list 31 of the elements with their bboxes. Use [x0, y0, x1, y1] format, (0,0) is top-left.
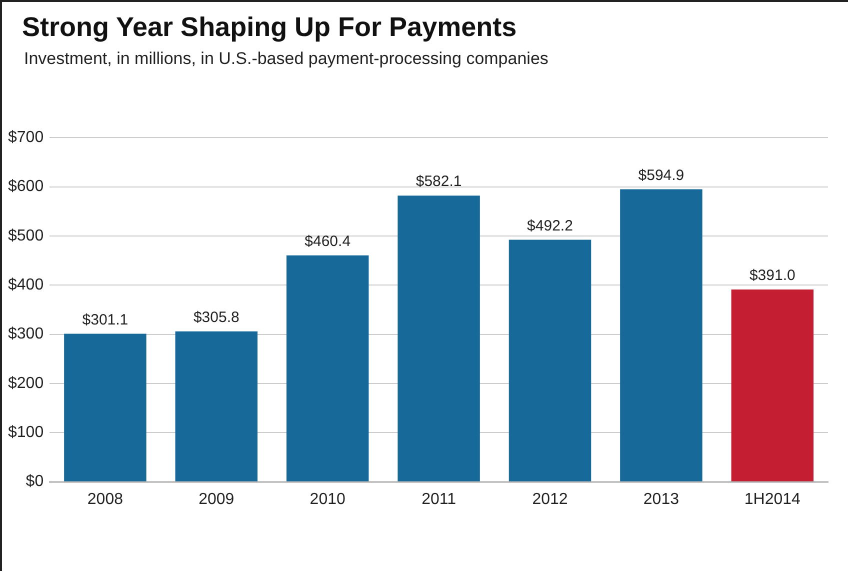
bar	[286, 255, 369, 482]
data-label: $594.9	[638, 166, 684, 184]
bar	[398, 196, 480, 482]
bar	[175, 331, 258, 482]
y-tick-label: $200	[8, 374, 44, 392]
chart-title: Strong Year Shaping Up For Payments	[22, 12, 517, 43]
bar	[731, 290, 814, 482]
y-tick-label: $400	[8, 276, 44, 294]
chart-subtitle: Investment, in millions, in U.S.-based payment-processing companies	[24, 49, 548, 69]
y-tick-label: $300	[8, 326, 44, 343]
data-label: $391.0	[749, 267, 796, 284]
x-tick-label: 2010	[310, 490, 346, 508]
x-tick-label: 2013	[643, 490, 680, 508]
bar	[508, 240, 592, 482]
y-tick-label: $700	[8, 129, 44, 146]
bar	[620, 189, 702, 482]
x-tick-label: 2012	[532, 490, 568, 508]
data-label: $301.1	[82, 311, 128, 328]
x-tick-label: 2011	[422, 490, 456, 508]
bar	[64, 334, 146, 482]
data-label: $492.2	[527, 217, 573, 234]
x-tick-label: 2009	[198, 490, 234, 508]
data-label: $460.4	[304, 233, 351, 250]
y-tick-label: $0	[26, 473, 44, 490]
x-tick-label: 2008	[87, 490, 124, 508]
y-tick-label: $500	[8, 227, 44, 244]
x-tick-label: 1H2014	[744, 490, 801, 508]
data-label: $582.1	[416, 173, 462, 190]
y-tick-label: $100	[8, 424, 44, 442]
y-tick-label: $600	[8, 178, 44, 196]
data-label: $305.8	[193, 309, 240, 326]
